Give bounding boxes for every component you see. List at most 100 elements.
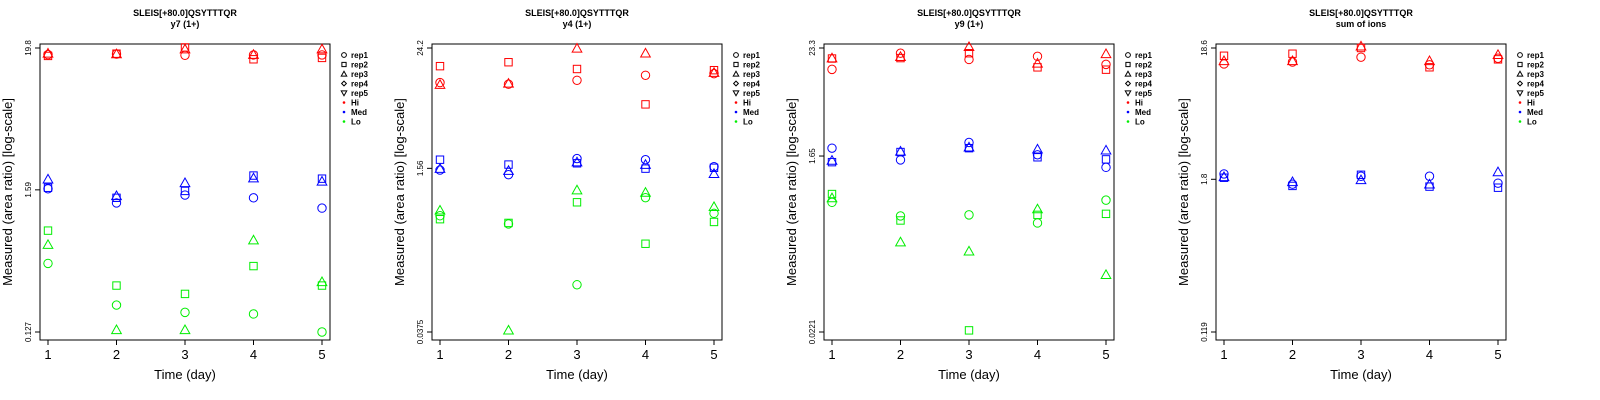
legend-label: Lo [743, 118, 753, 127]
legend-label: Hi [351, 99, 359, 108]
data-point [963, 245, 975, 256]
data-point [640, 154, 651, 165]
data-point [1425, 63, 1434, 72]
x-tick-label: 5 [1102, 347, 1109, 362]
legend-label: rep4 [351, 80, 368, 89]
y-axis-label: Measured (area ratio) [log-scale] [392, 98, 407, 286]
legend-label: Lo [1527, 118, 1537, 127]
data-point [316, 43, 328, 54]
legend-label: Med [1527, 108, 1543, 117]
legend-label: rep4 [1135, 80, 1152, 89]
data-point [572, 198, 582, 207]
data-point [964, 137, 974, 148]
data-point [42, 173, 54, 184]
data-point [435, 77, 445, 88]
data-point [1356, 52, 1366, 62]
legend-marker [732, 70, 740, 77]
data-point [640, 192, 651, 203]
data-point [1101, 195, 1111, 205]
data-point [180, 289, 190, 299]
data-point [249, 55, 258, 64]
data-point [1031, 143, 1044, 154]
y-tick-label: 0.127 [24, 321, 33, 342]
legend-label: Hi [1527, 99, 1535, 108]
data-point [571, 42, 583, 53]
data-point [110, 48, 123, 59]
chart-subtitle: y9 (1+) [955, 19, 984, 29]
x-tick-label: 4 [1426, 347, 1433, 362]
data-point [709, 163, 719, 172]
data-point [316, 175, 328, 186]
data-point [1355, 174, 1367, 185]
data-point [963, 141, 975, 152]
legend-dot [734, 101, 738, 104]
data-point [827, 197, 837, 208]
data-point [247, 172, 260, 183]
x-tick-label: 2 [113, 347, 120, 362]
data-point [180, 190, 190, 200]
data-point [317, 327, 327, 337]
data-point [1219, 51, 1229, 60]
data-point [964, 210, 974, 220]
y-tick-label: 19.8 [24, 40, 33, 56]
legend-marker [1124, 90, 1132, 97]
legend-marker [1516, 90, 1524, 97]
data-point [1286, 54, 1299, 66]
data-point [895, 211, 906, 221]
data-point [894, 145, 907, 156]
y-tick-label: 0.0375 [416, 319, 425, 344]
x-axis-label: Time (day) [1330, 367, 1392, 382]
y-tick-label: 1.59 [24, 182, 33, 198]
data-point [894, 236, 907, 247]
legend-marker [1516, 70, 1524, 77]
data-point [110, 323, 123, 335]
x-tick-label: 3 [965, 347, 972, 362]
x-tick-label: 1 [828, 347, 835, 362]
data-point [248, 193, 259, 203]
data-point [571, 184, 583, 195]
x-tick-label: 5 [1494, 347, 1501, 362]
legend-label: rep4 [743, 80, 760, 89]
data-point [827, 64, 837, 75]
legend-label: Med [351, 108, 367, 117]
data-point [896, 216, 905, 225]
y-axis-label: Measured (area ratio) [log-scale] [0, 98, 15, 286]
data-point [317, 174, 327, 183]
data-point [1218, 170, 1230, 182]
legend-dot [342, 110, 346, 114]
legend-label: Med [743, 108, 759, 117]
legend-marker [1124, 80, 1132, 87]
data-point [827, 189, 837, 199]
plot-frame [39, 43, 331, 341]
data-point [709, 68, 719, 79]
data-point [180, 186, 190, 196]
legend-label: rep5 [1135, 89, 1152, 98]
data-point [709, 65, 719, 75]
data-point [435, 214, 445, 224]
data-point [249, 261, 258, 271]
data-point [502, 164, 515, 175]
data-point [964, 326, 974, 335]
data-point [434, 204, 446, 215]
legend-label: rep2 [743, 61, 760, 70]
legend-label: rep1 [351, 51, 368, 60]
plot-frame [823, 43, 1115, 341]
legend-dot [342, 120, 346, 123]
x-tick-label: 4 [1034, 347, 1041, 362]
data-point [572, 75, 582, 85]
data-point [110, 189, 123, 201]
data-point [179, 43, 191, 54]
data-point [1031, 57, 1044, 68]
data-point [180, 307, 190, 318]
plot-frame [431, 43, 723, 341]
data-point [434, 78, 446, 89]
legend-dot [734, 120, 738, 123]
data-point [1101, 209, 1111, 219]
data-point [1356, 170, 1366, 179]
legend-label: rep3 [351, 70, 368, 79]
data-point [435, 211, 445, 221]
legend-label: Med [1135, 108, 1151, 117]
data-point [504, 218, 513, 228]
